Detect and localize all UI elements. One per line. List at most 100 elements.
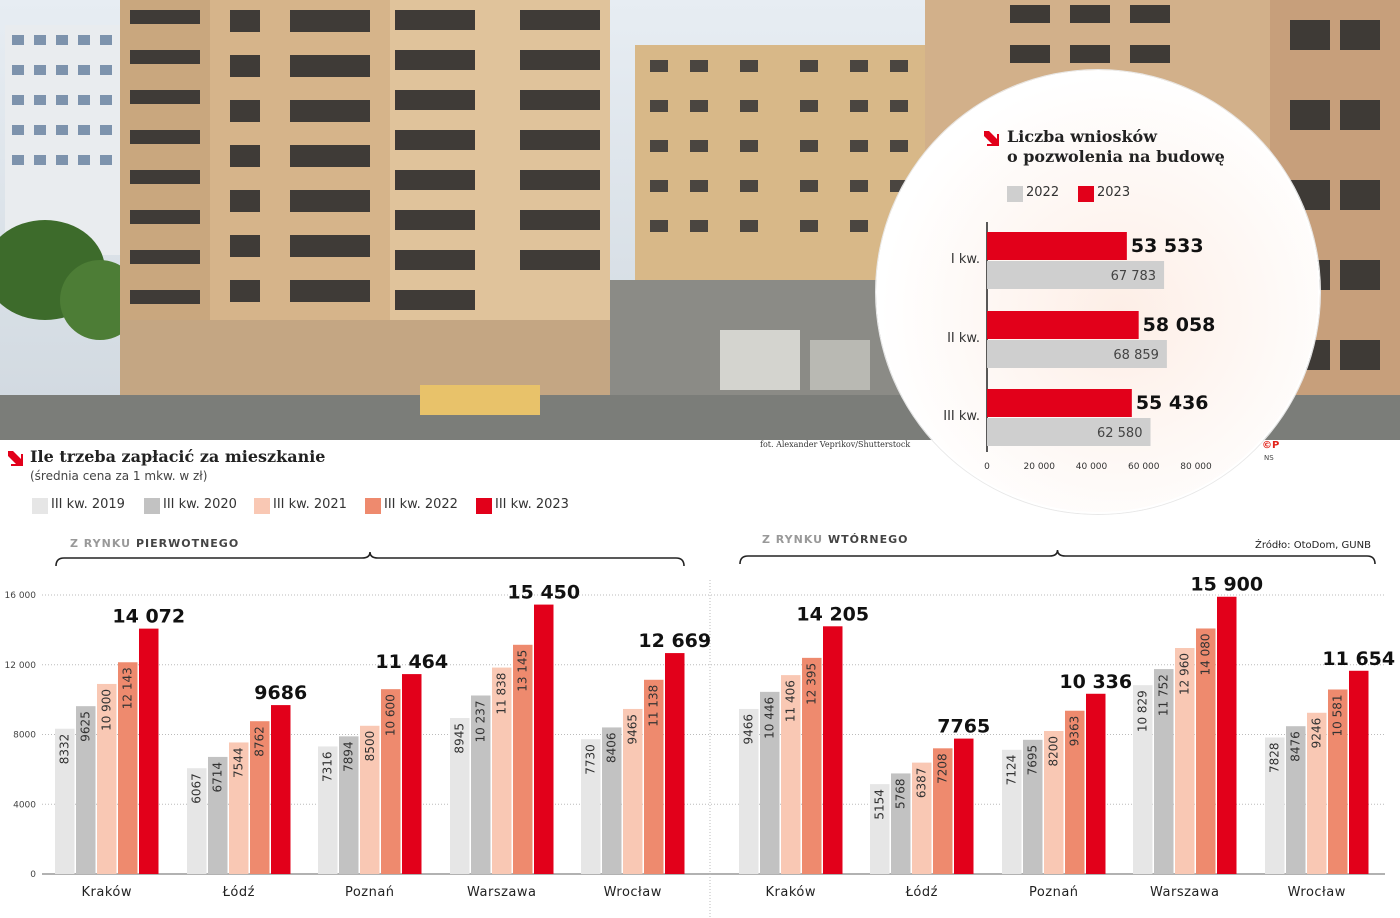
legend-swatch-2022 — [365, 498, 381, 514]
legend-swatch-2023 — [476, 498, 492, 514]
primary-value-label: 7544 — [232, 747, 246, 778]
legend-label-2023: III kw. 2023 — [495, 497, 569, 512]
primary-value-label-2023: 14 072 — [112, 606, 185, 628]
secondary-value-label: 6387 — [915, 768, 929, 799]
primary-bar — [644, 679, 664, 874]
primary-bar — [229, 742, 249, 874]
secondary-value-label: 10 581 — [1331, 694, 1345, 736]
secondary-value-label: 12 395 — [805, 663, 819, 705]
secondary-bar — [1286, 726, 1306, 874]
primary-bar — [55, 728, 75, 874]
permits-value-label-2022: 67 783 — [1111, 269, 1157, 284]
permits-title-line1: Liczba wniosków — [1007, 127, 1157, 146]
primary-value-label: 10 237 — [474, 700, 488, 742]
secondary-bar — [954, 738, 974, 874]
primary-value-label: 11 838 — [495, 673, 509, 715]
primary-bar — [623, 708, 643, 874]
primary-value-label: 7316 — [321, 751, 335, 782]
primary-value-label: 10 900 — [100, 689, 114, 731]
primary-value-label: 6714 — [211, 762, 225, 793]
secondary-value-label-2023: 11 654 — [1322, 648, 1395, 670]
permits-title-line2: o pozwolenia na budowę — [1007, 147, 1225, 166]
permits-bar-2022 — [987, 418, 1151, 446]
primary-bar — [271, 705, 291, 874]
legend-label-2020: III kw. 2020 — [163, 497, 237, 512]
secondary-bar — [1217, 596, 1237, 874]
primary-bar — [187, 768, 207, 874]
primary-value-label: 10 600 — [384, 694, 398, 736]
secondary-bar — [1044, 731, 1064, 874]
secondary-bar — [891, 773, 911, 874]
primary-bar — [381, 689, 401, 874]
permits-x-tick-label: 60 000 — [1128, 462, 1160, 472]
copyright-mark: ©P — [1262, 440, 1280, 451]
secondary-bar — [870, 784, 890, 874]
secondary-bar — [802, 657, 822, 874]
y-tick-label: 0 — [30, 870, 36, 880]
secondary-value-label-2023: 15 900 — [1190, 574, 1263, 596]
primary-bar — [581, 739, 601, 874]
permits-bar-2023 — [987, 232, 1127, 260]
y-tick-label: 16 000 — [5, 591, 37, 601]
secondary-category-label: Poznań — [1029, 885, 1079, 900]
secondary-market-brace — [739, 549, 1376, 565]
permits-x-tick-label: 20 000 — [1024, 462, 1056, 472]
permits-x-tick-label: 40 000 — [1076, 462, 1108, 472]
secondary-category-label: Łódź — [905, 885, 938, 900]
secondary-value-label: 10 829 — [1136, 690, 1150, 732]
author-initials: NS — [1264, 454, 1274, 462]
legend-label-2021: III kw. 2021 — [273, 497, 347, 512]
primary-bar — [139, 628, 159, 874]
main-chart-subtitle: (średnia cena za 1 mkw. w zł) — [30, 469, 208, 483]
secondary-value-label: 7208 — [936, 753, 950, 784]
primary-market-main: PIERWOTNEGO — [135, 537, 240, 550]
primary-bar — [76, 706, 96, 874]
primary-market-label: Z RYNKU PIERWOTNEGO — [70, 537, 239, 550]
permits-value-label-2022: 62 580 — [1097, 426, 1143, 441]
secondary-value-label: 7828 — [1268, 742, 1282, 773]
permits-bar-2022 — [987, 340, 1167, 368]
main-chart-title: Ile trzeba zapłacić za mieszkanie — [30, 447, 326, 466]
secondary-category-label: Wrocław — [1288, 885, 1346, 900]
secondary-value-label: 8200 — [1047, 736, 1061, 767]
primary-value-label: 7894 — [342, 741, 356, 772]
secondary-value-label: 5768 — [894, 778, 908, 809]
primary-value-label-2023: 9686 — [254, 682, 307, 704]
permits-category-label: I kw. — [951, 252, 980, 267]
permits-title: Liczba wniosków o pozwolenia na budowę — [1007, 127, 1225, 167]
secondary-bar — [823, 626, 843, 874]
secondary-bar — [1002, 749, 1022, 874]
primary-category-label: Kraków — [82, 885, 133, 900]
primary-bar — [339, 736, 359, 874]
secondary-bar — [1175, 648, 1195, 874]
secondary-value-label-2023: 7765 — [937, 716, 990, 738]
secondary-market-main: WTÓRNEGO — [827, 533, 909, 546]
primary-value-label: 9625 — [79, 711, 93, 742]
permits-category-label: II kw. — [947, 331, 980, 346]
legend-swatch-2021 — [254, 498, 270, 514]
secondary-bar — [1154, 669, 1174, 874]
primary-bar — [602, 727, 622, 874]
primary-value-label: 8332 — [58, 734, 72, 765]
primary-value-label: 8406 — [605, 732, 619, 763]
primary-category-label: Wrocław — [604, 885, 662, 900]
primary-bar — [492, 667, 512, 874]
permits-value-label-2023: 58 058 — [1143, 314, 1216, 336]
secondary-bar — [781, 675, 801, 874]
permits-value-label-2023: 53 533 — [1131, 235, 1204, 257]
permits-x-tick-label: 0 — [984, 462, 990, 472]
primary-bar — [250, 721, 270, 874]
secondary-bar — [1065, 710, 1085, 874]
permits-value-label-2022: 68 859 — [1113, 348, 1159, 363]
secondary-value-label-2023: 14 205 — [796, 603, 869, 625]
secondary-bar — [1086, 693, 1106, 874]
primary-category-label: Łódź — [222, 885, 255, 900]
legend-label-2022: III kw. 2022 — [384, 497, 458, 512]
secondary-value-label: 11 752 — [1157, 674, 1171, 716]
secondary-bar — [933, 748, 953, 874]
primary-market-pre: Z RYNKU — [70, 537, 132, 550]
main-arrow-icon — [8, 451, 23, 466]
permits-bar-2023 — [987, 389, 1132, 417]
primary-bar — [360, 725, 380, 874]
permits-arrow-icon — [984, 131, 999, 146]
